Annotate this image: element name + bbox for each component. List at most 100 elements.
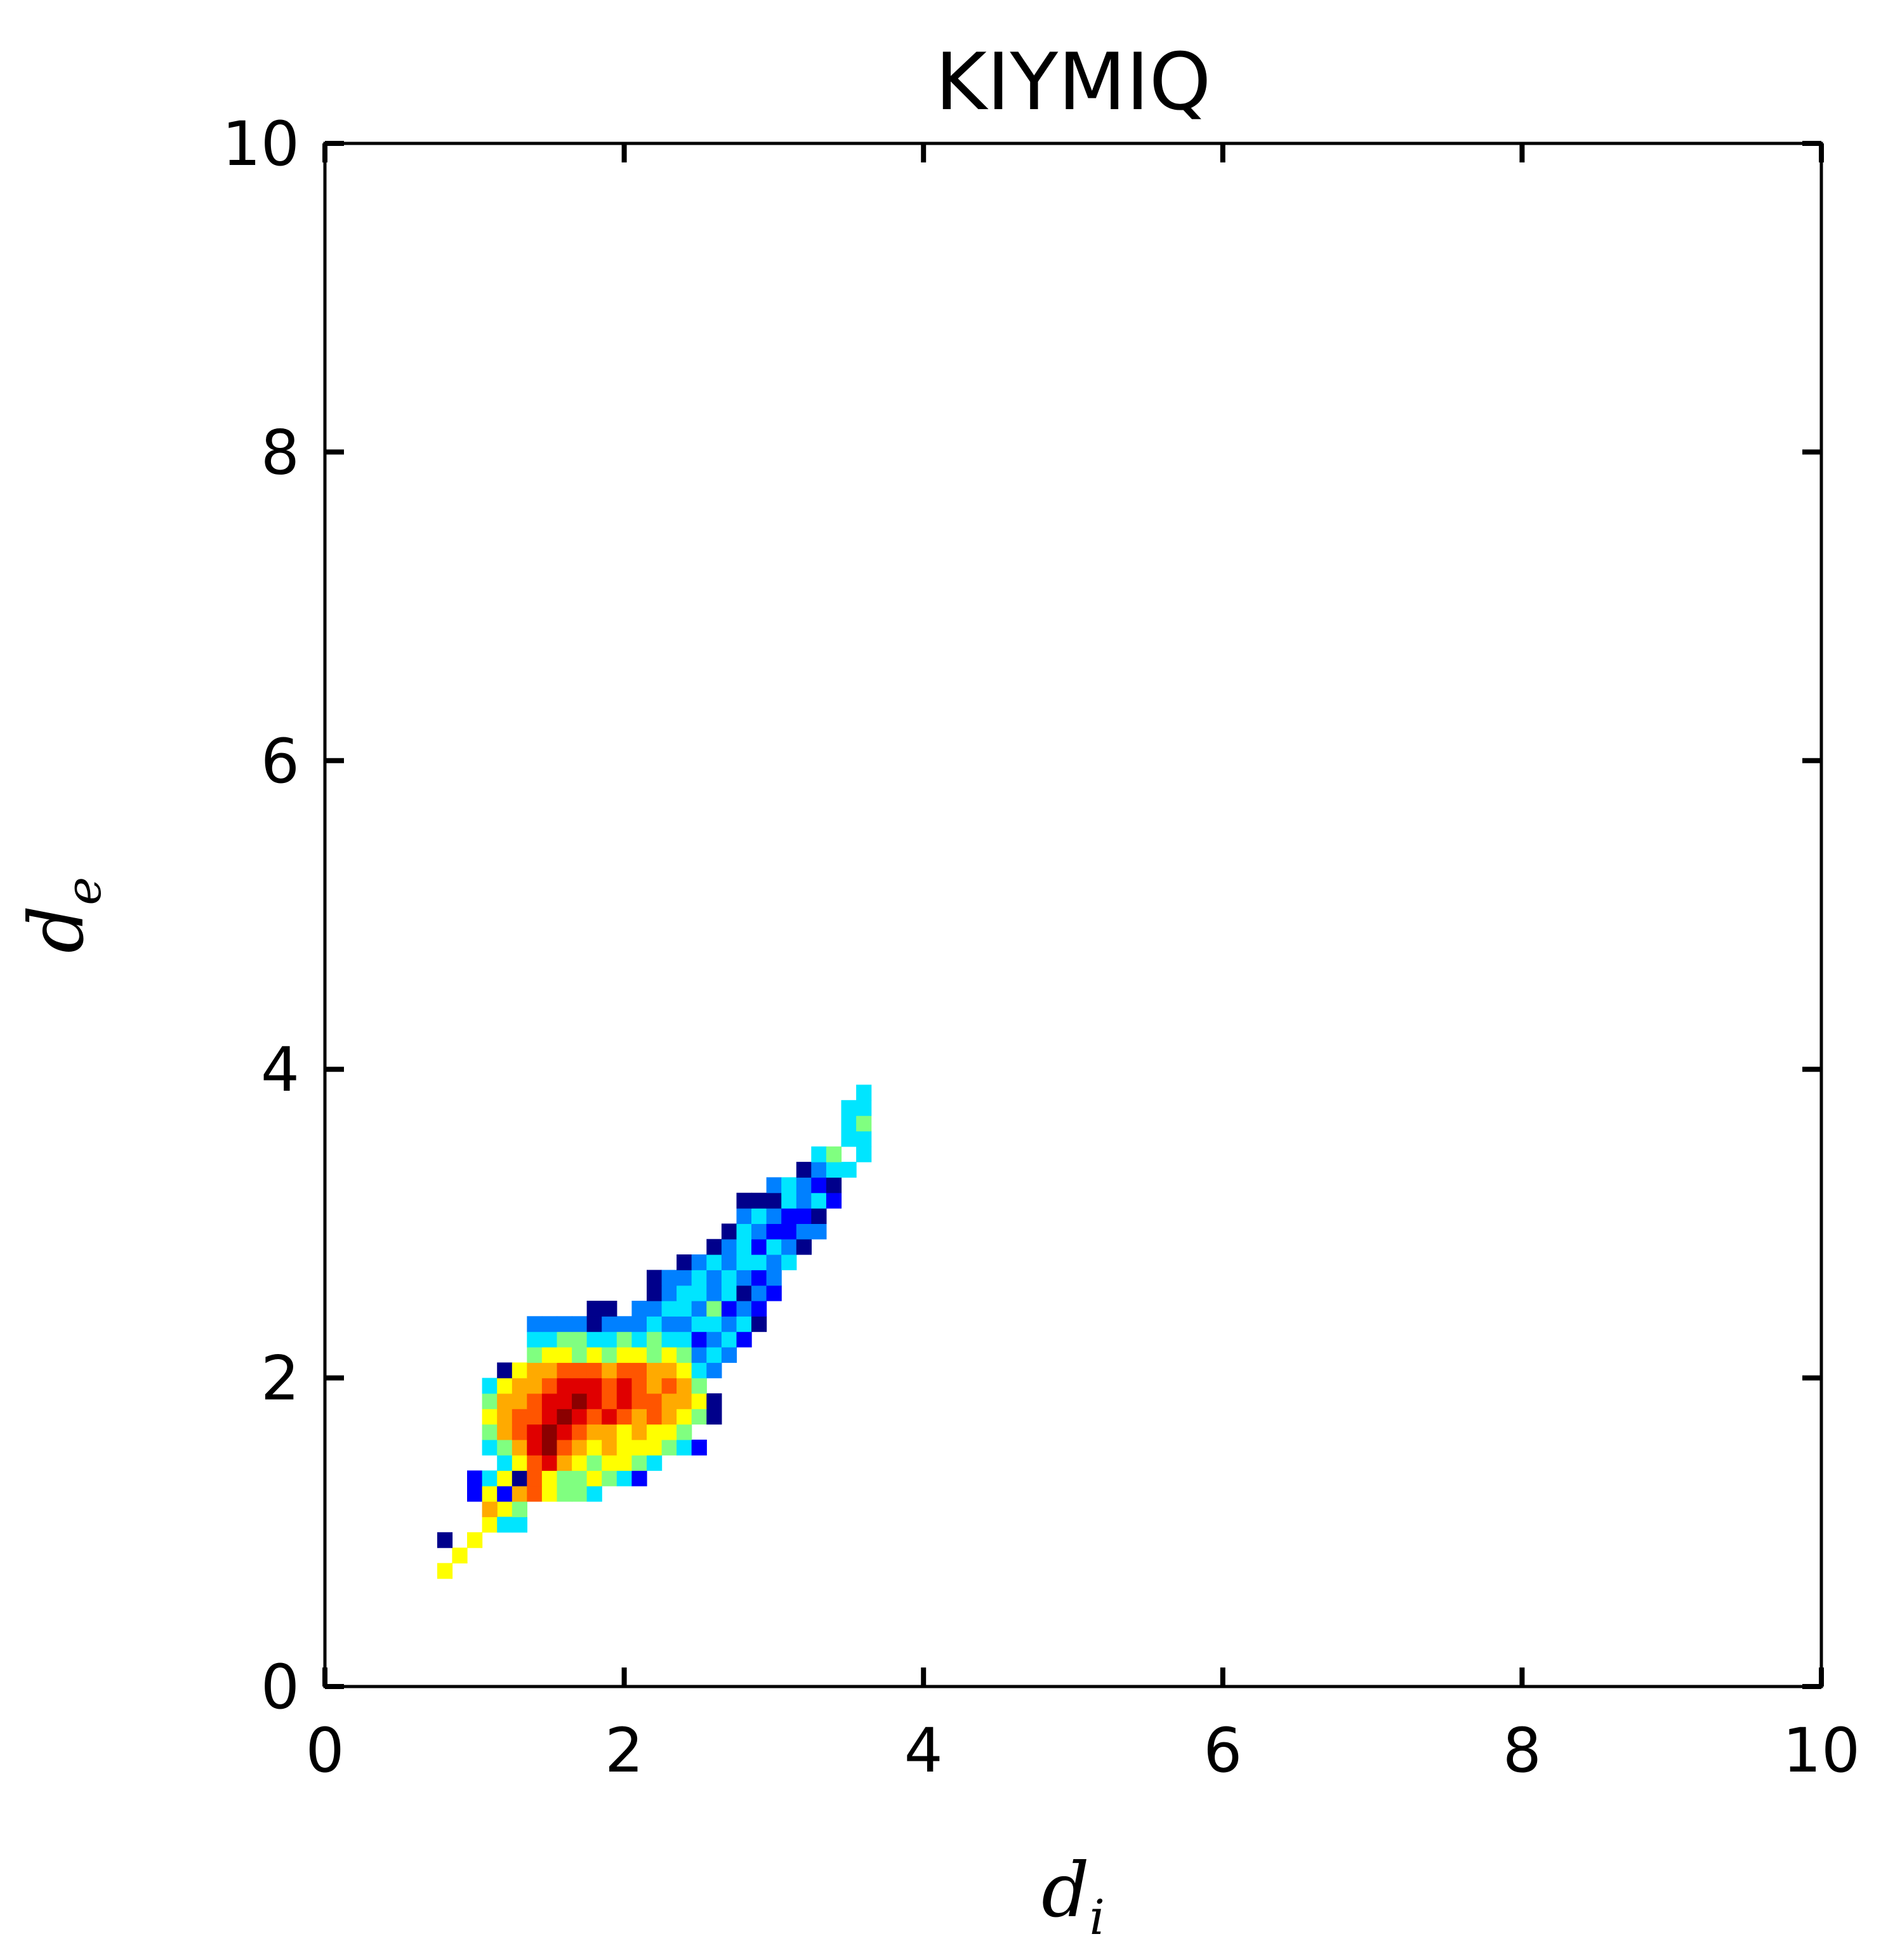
heatmap-cell xyxy=(527,1470,543,1487)
heatmap-cell xyxy=(602,1347,617,1363)
heatmap-cell xyxy=(811,1192,827,1209)
heatmap-cell xyxy=(527,1378,543,1394)
heatmap-cell xyxy=(706,1347,722,1363)
heatmap-cell xyxy=(557,1439,572,1456)
heatmap-cell xyxy=(482,1439,498,1456)
heatmap-cell xyxy=(497,1378,513,1394)
heatmap-cell xyxy=(437,1563,453,1579)
heatmap-cell xyxy=(751,1316,767,1332)
heatmap-cell xyxy=(482,1470,498,1487)
heatmap-cell xyxy=(706,1285,722,1301)
y-axis-label-sub: e xyxy=(55,877,112,905)
heatmap-cell xyxy=(602,1316,617,1332)
heatmap-cell xyxy=(541,1347,558,1363)
heatmap-cell xyxy=(572,1470,588,1487)
heatmap-cell xyxy=(631,1378,647,1394)
heatmap-cell xyxy=(691,1439,707,1456)
heatmap-cell xyxy=(751,1301,767,1317)
heatmap-cell xyxy=(512,1409,527,1425)
y-axis-label-main: d xyxy=(13,905,100,954)
heatmap-cell xyxy=(766,1270,782,1286)
heatmap-cell xyxy=(751,1192,767,1209)
heatmap-cell xyxy=(856,1131,872,1147)
heatmap-cell xyxy=(586,1362,602,1379)
heatmap-cell xyxy=(751,1208,767,1224)
heatmap-cell xyxy=(586,1470,602,1487)
heatmap-cell xyxy=(691,1347,707,1363)
heatmap-cell xyxy=(586,1455,602,1471)
heatmap-cell xyxy=(482,1501,498,1518)
heatmap-cell xyxy=(572,1393,588,1409)
heatmap-cell xyxy=(467,1532,483,1548)
heatmap-cell xyxy=(647,1378,663,1394)
heatmap-cell xyxy=(647,1301,663,1317)
heatmap-cell xyxy=(691,1409,707,1425)
x-axis-label-main: d xyxy=(1041,1846,1090,1934)
heatmap-cell xyxy=(586,1331,602,1348)
heatmap-cell xyxy=(527,1331,543,1348)
heatmap-cell xyxy=(677,1439,692,1456)
heatmap-cell xyxy=(512,1455,527,1471)
heatmap-cell xyxy=(736,1192,752,1209)
heatmap-cell xyxy=(647,1409,663,1425)
heatmap-cell xyxy=(766,1208,782,1224)
heatmap-cell xyxy=(706,1270,722,1286)
heatmap-cell xyxy=(781,1177,797,1194)
heatmap-cell xyxy=(736,1223,752,1240)
heatmap-cell xyxy=(512,1378,527,1394)
heatmap-cell xyxy=(512,1393,527,1409)
heatmap-cell xyxy=(512,1424,527,1440)
heatmap-cell xyxy=(572,1485,588,1502)
heatmap-cell xyxy=(541,1393,558,1409)
heatmap-cell xyxy=(721,1254,737,1270)
heatmap-cell xyxy=(602,1439,617,1456)
heatmap-cell xyxy=(482,1424,498,1440)
heatmap-cell xyxy=(482,1393,498,1409)
heatmap-cell xyxy=(541,1439,558,1456)
heatmap-cell xyxy=(691,1393,707,1409)
heatmap-cell xyxy=(631,1455,647,1471)
heatmap-cell xyxy=(706,1239,722,1255)
heatmap-cell xyxy=(647,1393,663,1409)
heatmap-cell xyxy=(856,1100,872,1116)
heatmap-cell xyxy=(527,1424,543,1440)
heatmap-cell xyxy=(647,1285,663,1301)
heatmap-cell xyxy=(602,1301,617,1317)
heatmap-cell xyxy=(602,1378,617,1394)
heatmap-cell xyxy=(706,1393,722,1409)
heatmap-cell xyxy=(602,1409,617,1425)
heatmap-cell xyxy=(527,1362,543,1379)
heatmap-cell xyxy=(706,1301,722,1317)
heatmap-cell xyxy=(647,1316,663,1332)
heatmap-cell xyxy=(811,1208,827,1224)
heatmap-cell xyxy=(586,1378,602,1394)
heatmap-cell xyxy=(557,1316,572,1332)
heatmap-cell xyxy=(721,1239,737,1255)
x-axis-label: di xyxy=(1041,1846,1105,1945)
y-axis-label: de xyxy=(13,877,112,954)
heatmap-cell xyxy=(557,1331,572,1348)
y-tick-label: 2 xyxy=(261,1343,300,1414)
heatmap-cell xyxy=(661,1316,677,1332)
chart-title: KIYMIQ xyxy=(935,37,1211,128)
heatmap-cell xyxy=(497,1424,513,1440)
heatmap-cell xyxy=(527,1393,543,1409)
y-tick-label: 4 xyxy=(261,1034,300,1105)
heatmap-cell xyxy=(572,1455,588,1471)
heatmap-cell xyxy=(602,1470,617,1487)
heatmap-cell xyxy=(647,1331,663,1348)
heatmap-cell xyxy=(527,1316,543,1332)
heatmap-cell xyxy=(826,1146,842,1162)
heatmap-cell xyxy=(721,1223,737,1240)
heatmap-cell xyxy=(631,1393,647,1409)
heatmap-cell xyxy=(631,1424,647,1440)
heatmap-cell xyxy=(706,1409,722,1425)
heatmap-cell xyxy=(572,1347,588,1363)
heatmap-cell xyxy=(661,1285,677,1301)
x-tick-label: 10 xyxy=(1783,1715,1860,1786)
heatmap-cell xyxy=(721,1301,737,1317)
x-tick-label: 0 xyxy=(305,1715,344,1786)
heatmap-cell xyxy=(512,1470,527,1487)
heatmap-cell xyxy=(706,1331,722,1348)
heatmap-cell xyxy=(616,1439,632,1456)
